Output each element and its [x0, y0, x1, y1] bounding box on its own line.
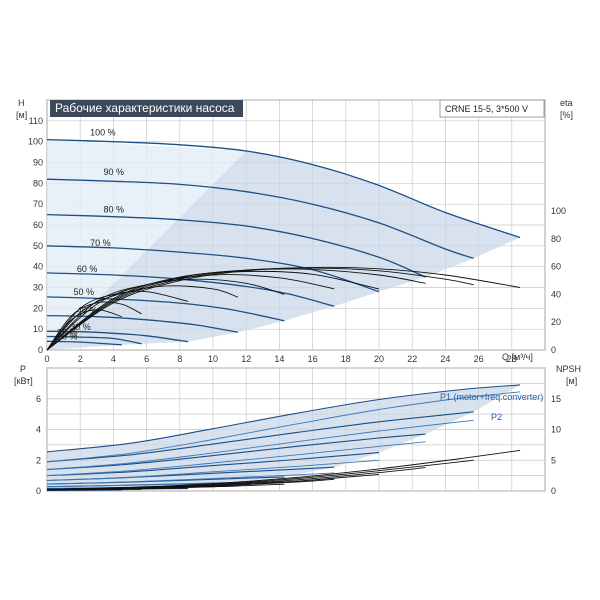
x-tick-label: 6 — [144, 354, 149, 364]
y-tick-label: 110 — [29, 116, 43, 126]
x-tick-label: 0 — [44, 354, 49, 364]
p-axis-label: P — [20, 364, 26, 374]
speed-label-8: 25 % — [57, 327, 78, 337]
npsh-axis-label: NPSH — [556, 364, 581, 374]
y-tick-label: 100 — [28, 137, 43, 147]
speed-label-2: 80 % — [103, 205, 124, 215]
p-tick-label: 4 — [36, 425, 41, 435]
x-tick-label: 28 — [507, 354, 517, 364]
x-tick-label: 22 — [407, 354, 417, 364]
speed-label-6: 40 % — [77, 306, 98, 316]
x-tick-label: 20 — [374, 354, 384, 364]
x-tick-label: 18 — [341, 354, 351, 364]
speed-curve-2 — [46, 213, 426, 278]
y-tick-label: 0 — [38, 345, 43, 355]
npsh-tick-label: 0 — [551, 486, 556, 496]
x-tick-label: 14 — [274, 354, 284, 364]
y2-axis-label: eta — [560, 98, 573, 108]
npsh-axis-unit: [м] — [566, 376, 577, 386]
eta-curve-9 — [46, 309, 122, 351]
p-tick-label: 6 — [36, 394, 41, 404]
y2-tick-label: 0 — [551, 345, 556, 355]
eta-curve-2 — [46, 268, 426, 351]
speed-label-3: 70 % — [90, 238, 111, 248]
y-tick-label: 70 — [33, 199, 43, 209]
speed-curve-6 — [46, 314, 239, 333]
y-tick-label: 50 — [33, 241, 43, 251]
p1-curve-2 — [46, 433, 426, 471]
speed-label-4: 60 % — [77, 264, 98, 274]
npsh-tick-label: 5 — [551, 455, 556, 465]
operating-region — [47, 151, 521, 350]
power-region — [47, 384, 521, 491]
speed-curve-0 — [46, 138, 521, 239]
p1-curve-3 — [46, 452, 380, 477]
y2-tick-label: 40 — [551, 289, 561, 299]
speed-label-1: 90 % — [103, 167, 124, 177]
eta-curve-1 — [46, 267, 474, 351]
y2-tick-label: 100 — [551, 206, 566, 216]
speed-curve-8 — [46, 335, 142, 345]
eta-curve-8 — [46, 301, 142, 351]
x-axis-label: Q [м³/ч] — [502, 352, 533, 362]
p2-legend-label: P2 — [491, 412, 502, 422]
y2-tick-label: 20 — [551, 317, 561, 327]
head-flow-panel: 100 % 90 % 80 % 70 % 60 % 50 % 40 % 30 %25 %20 … — [28, 99, 566, 364]
p2-curve-1 — [46, 419, 474, 470]
p-tick-label: 2 — [36, 455, 41, 465]
speed-label-5: 50 % — [74, 287, 95, 297]
x-tick-label: 4 — [111, 354, 116, 364]
npsh-tick-label: 10 — [551, 425, 561, 435]
y-tick-label: 80 — [33, 178, 43, 188]
chart-title: Рабочие характеристики насоса — [55, 101, 235, 115]
p2-curve-4 — [46, 472, 335, 485]
model-label: CRNE 15-5, 3*500 V — [445, 104, 528, 114]
x-tick-label: 26 — [474, 354, 484, 364]
speed-label-7: 30 % — [70, 322, 91, 332]
low-flow-region — [47, 139, 247, 350]
npsh-tick-label: 15 — [551, 394, 561, 404]
speed-curve-5 — [46, 296, 285, 322]
speed-curve-1 — [46, 178, 474, 259]
title-background — [50, 100, 243, 117]
power-npsh-panel: 0 2 4 6 0 5 10 15 — [36, 367, 561, 496]
y-tick-label: 60 — [33, 220, 43, 230]
y-axis-label: H — [18, 98, 25, 108]
y-tick-label: 30 — [33, 283, 43, 293]
model-box — [439, 99, 545, 118]
y-tick-label: 10 — [33, 324, 43, 334]
x-tick-label: 12 — [241, 354, 251, 364]
x-tick-label: 8 — [177, 354, 182, 364]
eta-curve-3 — [46, 270, 380, 351]
y2-tick-label: 60 — [551, 262, 561, 272]
x-tick-label: 10 — [208, 354, 218, 364]
y-tick-label: 90 — [33, 158, 43, 168]
x-tick-label: 2 — [78, 354, 83, 364]
p1-legend-label: P1 (motor+freq.converter) — [440, 392, 543, 402]
p1-curve-0 — [46, 384, 521, 453]
eta-curve-4 — [46, 274, 335, 351]
eta-curve-5 — [46, 278, 285, 351]
x-tick-label: 16 — [308, 354, 318, 364]
y-axis-unit: [м] — [16, 110, 27, 120]
speed-curve-4 — [46, 272, 335, 307]
speed-curve-3 — [46, 245, 380, 293]
speed-label-0: 100 % — [90, 127, 116, 137]
y-tick-label: 40 — [33, 262, 43, 272]
p1-curve-1 — [46, 411, 474, 463]
eta-curve-7 — [46, 290, 189, 351]
speed-label-9: 20 % — [57, 332, 78, 342]
y2-axis-unit: [%] — [560, 110, 573, 120]
p-axis-unit: [кВт] — [14, 376, 33, 386]
y-tick-label: 20 — [33, 303, 43, 313]
chart-labels: Рабочие характеристики насоса CRNE 15-5,… — [14, 98, 581, 422]
p2-curve-3 — [46, 459, 380, 481]
p2-curve-0 — [46, 391, 521, 463]
p-tick-label: 0 — [36, 486, 41, 496]
y2-tick-label: 80 — [551, 234, 561, 244]
npsh-curve-9 — [46, 489, 122, 491]
p2-curve-2 — [46, 441, 426, 477]
x-tick-label: 24 — [440, 354, 450, 364]
